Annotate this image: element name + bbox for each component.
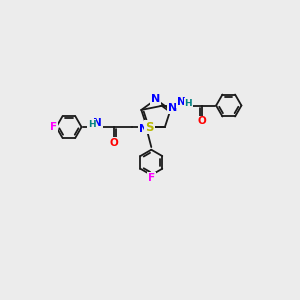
Text: N: N: [151, 94, 160, 104]
Text: F: F: [148, 173, 155, 183]
Text: H: H: [88, 120, 96, 129]
Text: O: O: [198, 116, 207, 126]
Text: N: N: [93, 118, 102, 128]
Text: N: N: [168, 103, 177, 113]
Text: O: O: [109, 138, 118, 148]
Text: F: F: [50, 122, 57, 132]
Text: N: N: [177, 97, 186, 107]
Text: H: H: [184, 99, 192, 108]
Text: S: S: [145, 121, 154, 134]
Text: N: N: [139, 124, 148, 134]
